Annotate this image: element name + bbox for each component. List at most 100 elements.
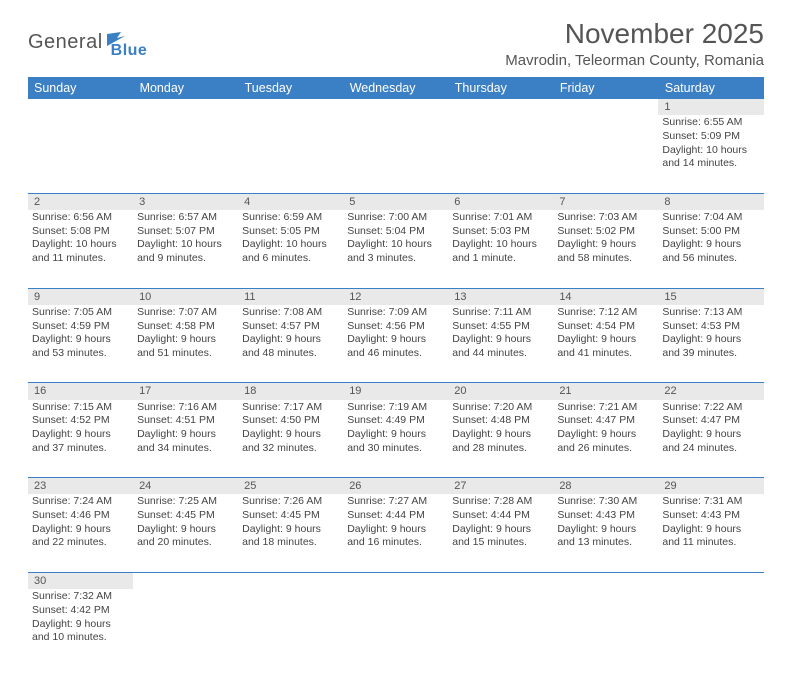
day-cell: Sunrise: 7:13 AMSunset: 4:53 PMDaylight:… <box>658 305 763 383</box>
day-cell: Sunrise: 7:05 AMSunset: 4:59 PMDaylight:… <box>28 305 133 383</box>
day-number: 4 <box>238 193 343 210</box>
sunrise-text: Sunrise: 7:20 AM <box>452 401 549 415</box>
sunrise-text: Sunrise: 7:31 AM <box>662 495 759 509</box>
sunrise-text: Sunrise: 7:17 AM <box>242 401 339 415</box>
day-cell <box>133 115 238 193</box>
daylight-text: and 46 minutes. <box>347 347 444 361</box>
logo-word2: Blue <box>111 42 148 60</box>
col-sun: Sunday <box>28 77 133 99</box>
daylight-text: and 34 minutes. <box>137 442 234 456</box>
day-number <box>553 572 658 589</box>
week-row: Sunrise: 7:24 AMSunset: 4:46 PMDaylight:… <box>28 494 764 572</box>
col-thu: Thursday <box>448 77 553 99</box>
week-row: Sunrise: 6:56 AMSunset: 5:08 PMDaylight:… <box>28 210 764 288</box>
daylight-text: and 14 minutes. <box>662 157 759 171</box>
logo-word1: General <box>28 31 103 54</box>
day-number <box>448 572 553 589</box>
day-cell: Sunrise: 7:07 AMSunset: 4:58 PMDaylight:… <box>133 305 238 383</box>
sunset-text: Sunset: 5:07 PM <box>137 225 234 239</box>
daylight-text: Daylight: 9 hours <box>242 523 339 537</box>
sunset-text: Sunset: 4:49 PM <box>347 414 444 428</box>
daylight-text: and 30 minutes. <box>347 442 444 456</box>
day-cell <box>28 115 133 193</box>
daylight-text: and 20 minutes. <box>137 536 234 550</box>
sunset-text: Sunset: 4:47 PM <box>662 414 759 428</box>
topbar: General Blue November 2025 Mavrodin, Tel… <box>28 18 764 69</box>
daylight-text: and 13 minutes. <box>557 536 654 550</box>
day-cell: Sunrise: 7:08 AMSunset: 4:57 PMDaylight:… <box>238 305 343 383</box>
daylight-text: Daylight: 9 hours <box>347 428 444 442</box>
day-number: 13 <box>448 288 553 305</box>
daynum-row: 23242526272829 <box>28 478 764 495</box>
daylight-text: Daylight: 9 hours <box>137 333 234 347</box>
day-number: 1 <box>658 99 763 115</box>
daylight-text: Daylight: 9 hours <box>242 428 339 442</box>
daylight-text: and 28 minutes. <box>452 442 549 456</box>
sunset-text: Sunset: 4:43 PM <box>662 509 759 523</box>
daylight-text: and 6 minutes. <box>242 252 339 266</box>
sunset-text: Sunset: 5:05 PM <box>242 225 339 239</box>
daylight-text: Daylight: 9 hours <box>347 333 444 347</box>
day-cell: Sunrise: 6:59 AMSunset: 5:05 PMDaylight:… <box>238 210 343 288</box>
sunrise-text: Sunrise: 7:03 AM <box>557 211 654 225</box>
sunset-text: Sunset: 4:48 PM <box>452 414 549 428</box>
sunset-text: Sunset: 4:44 PM <box>347 509 444 523</box>
day-number: 25 <box>238 478 343 495</box>
daylight-text: and 56 minutes. <box>662 252 759 266</box>
col-fri: Friday <box>553 77 658 99</box>
day-cell: Sunrise: 7:15 AMSunset: 4:52 PMDaylight:… <box>28 400 133 478</box>
daylight-text: Daylight: 9 hours <box>32 618 129 632</box>
day-number: 17 <box>133 383 238 400</box>
sunset-text: Sunset: 5:08 PM <box>32 225 129 239</box>
daylight-text: and 48 minutes. <box>242 347 339 361</box>
sunrise-text: Sunrise: 7:11 AM <box>452 306 549 320</box>
sunset-text: Sunset: 4:54 PM <box>557 320 654 334</box>
sunset-text: Sunset: 5:03 PM <box>452 225 549 239</box>
daylight-text: Daylight: 9 hours <box>662 238 759 252</box>
day-cell <box>553 115 658 193</box>
day-cell: Sunrise: 7:21 AMSunset: 4:47 PMDaylight:… <box>553 400 658 478</box>
daylight-text: and 24 minutes. <box>662 442 759 456</box>
daylight-text: and 53 minutes. <box>32 347 129 361</box>
daylight-text: Daylight: 9 hours <box>137 428 234 442</box>
sunset-text: Sunset: 4:42 PM <box>32 604 129 618</box>
sunrise-text: Sunrise: 7:30 AM <box>557 495 654 509</box>
month-title: November 2025 <box>505 18 764 50</box>
daylight-text: and 10 minutes. <box>32 631 129 645</box>
sunrise-text: Sunrise: 7:22 AM <box>662 401 759 415</box>
day-number: 5 <box>343 193 448 210</box>
daylight-text: Daylight: 9 hours <box>347 523 444 537</box>
sunrise-text: Sunrise: 7:27 AM <box>347 495 444 509</box>
daylight-text: and 32 minutes. <box>242 442 339 456</box>
col-mon: Monday <box>133 77 238 99</box>
day-cell <box>448 589 553 667</box>
day-number <box>343 572 448 589</box>
day-cell <box>238 115 343 193</box>
day-cell: Sunrise: 7:28 AMSunset: 4:44 PMDaylight:… <box>448 494 553 572</box>
day-cell <box>658 589 763 667</box>
day-number: 14 <box>553 288 658 305</box>
col-wed: Wednesday <box>343 77 448 99</box>
daynum-row: 2345678 <box>28 193 764 210</box>
daylight-text: Daylight: 10 hours <box>242 238 339 252</box>
sunset-text: Sunset: 4:50 PM <box>242 414 339 428</box>
daylight-text: and 26 minutes. <box>557 442 654 456</box>
sunrise-text: Sunrise: 7:01 AM <box>452 211 549 225</box>
daylight-text: and 41 minutes. <box>557 347 654 361</box>
daylight-text: Daylight: 9 hours <box>32 428 129 442</box>
daylight-text: Daylight: 9 hours <box>557 333 654 347</box>
sunrise-text: Sunrise: 7:04 AM <box>662 211 759 225</box>
day-cell <box>238 589 343 667</box>
day-cell: Sunrise: 7:11 AMSunset: 4:55 PMDaylight:… <box>448 305 553 383</box>
sunrise-text: Sunrise: 7:16 AM <box>137 401 234 415</box>
day-number: 3 <box>133 193 238 210</box>
daylight-text: Daylight: 9 hours <box>662 333 759 347</box>
sunset-text: Sunset: 5:04 PM <box>347 225 444 239</box>
sunrise-text: Sunrise: 7:12 AM <box>557 306 654 320</box>
day-cell: Sunrise: 7:19 AMSunset: 4:49 PMDaylight:… <box>343 400 448 478</box>
day-cell: Sunrise: 7:17 AMSunset: 4:50 PMDaylight:… <box>238 400 343 478</box>
daylight-text: Daylight: 10 hours <box>137 238 234 252</box>
sunrise-text: Sunrise: 7:15 AM <box>32 401 129 415</box>
sunset-text: Sunset: 4:45 PM <box>137 509 234 523</box>
col-tue: Tuesday <box>238 77 343 99</box>
